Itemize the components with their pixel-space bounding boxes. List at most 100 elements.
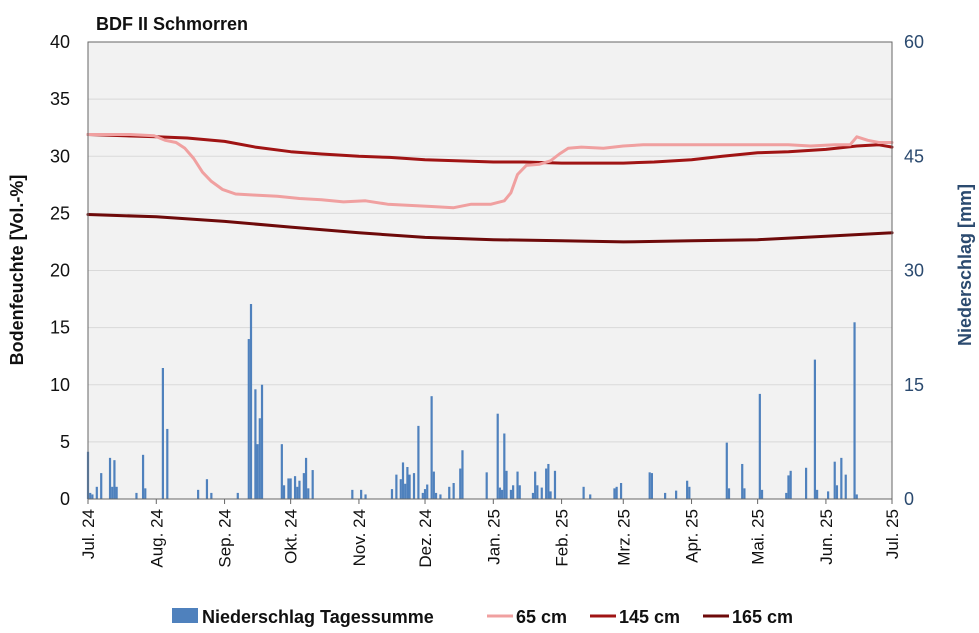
precipitation-bar <box>789 470 792 499</box>
y-axis-right-label: Niederschlag [mm] <box>955 184 975 346</box>
precipitation-bar <box>293 476 297 499</box>
precipitation-bar <box>833 461 836 499</box>
precipitation-bar <box>111 486 114 499</box>
precipitation-bar <box>853 322 856 499</box>
precipitation-bar <box>589 494 592 499</box>
y-axis-left-label: Bodenfeuchte [Vol.-%] <box>7 175 27 366</box>
precipitation-bar <box>501 489 504 499</box>
y-axis-left-ticks: 0 5 10 15 20 25 30 35 40 <box>50 32 70 509</box>
precipitation-bar <box>505 470 508 499</box>
x-axis-ticks: Jul. 24 Aug. 24 Sep. 24 Okt. 24 Nov. 24 Dez. … <box>79 499 902 568</box>
precipitation-bar <box>531 492 535 499</box>
x-tick-label: Nov. 24 <box>350 509 369 566</box>
precipitation-bar <box>144 488 147 499</box>
x-tick-label: Jul. 24 <box>79 509 98 559</box>
precipitation-bar <box>100 473 103 499</box>
precipitation-bar <box>448 486 451 499</box>
precipitation-bar <box>115 486 118 499</box>
soil-moisture-lines <box>86 133 894 244</box>
precipitation-bar <box>434 492 438 499</box>
precipitation-bar <box>256 444 259 499</box>
grid-lines <box>88 98 892 443</box>
precipitation-bar <box>280 444 283 499</box>
legend-label-precipitation: Niederschlag Tagessumme <box>202 607 434 627</box>
legend-label-145cm: 145 cm <box>619 607 680 627</box>
x-tick-label: Jan. 25 <box>484 509 503 565</box>
precipitation-bar <box>816 489 819 499</box>
precipitation-bar <box>426 484 429 499</box>
precipitation-bar <box>302 473 305 499</box>
precipitation-bar <box>758 393 761 499</box>
precipitation-bar <box>289 478 292 499</box>
plot-frame <box>87 41 893 500</box>
x-tick-label: Jun. 25 <box>817 509 836 565</box>
precipitation-bar <box>236 492 239 499</box>
precipitation-bar <box>485 472 488 499</box>
precipitation-bar <box>210 492 213 499</box>
precipitation-bar <box>686 480 689 499</box>
precipitation-bar <box>787 475 790 499</box>
precipitation-bar <box>205 479 209 499</box>
precipitation-bar <box>813 359 817 499</box>
precipitation-bar <box>91 494 94 499</box>
precipitation-bar <box>650 473 654 499</box>
series-line-65cm <box>86 133 894 210</box>
precipitation-bar <box>545 468 548 499</box>
precipitation-bar <box>307 488 310 499</box>
precipitation-bar <box>512 485 515 499</box>
precipitation-bars <box>86 304 858 499</box>
precipitation-bar <box>553 470 557 499</box>
y-left-tick-label: 15 <box>50 318 70 338</box>
y-left-tick-label: 5 <box>60 432 70 452</box>
precipitation-bar <box>395 474 398 499</box>
precipitation-bar <box>503 433 506 499</box>
x-tick-label: Aug. 24 <box>147 509 166 568</box>
y-left-tick-label: 30 <box>50 146 70 166</box>
y-right-tick-label: 30 <box>904 261 924 281</box>
precipitation-bar <box>804 467 808 499</box>
precipitation-bar <box>725 442 728 499</box>
precipitation-bar <box>549 491 552 499</box>
precipitation-bar <box>496 413 499 499</box>
y-left-tick-label: 0 <box>60 489 70 509</box>
precipitation-bar <box>534 471 537 499</box>
precipitation-bar <box>760 489 764 499</box>
precipitation-bar <box>432 471 435 499</box>
precipitation-bar <box>518 485 521 499</box>
precipitation-bar <box>364 494 367 499</box>
chart-title: BDF II Schmorren <box>96 14 248 34</box>
precipitation-bar <box>741 463 744 499</box>
precipitation-bar <box>613 488 616 499</box>
precipitation-bar <box>390 489 394 499</box>
y-axis-right-ticks: 0 15 30 45 60 <box>904 32 924 509</box>
precipitation-bar <box>108 457 112 499</box>
precipitation-bar <box>827 491 830 499</box>
precipitation-bar <box>296 486 299 499</box>
precipitation-bar <box>835 485 839 499</box>
precipitation-bar <box>406 467 409 499</box>
x-tick-label: Apr. 25 <box>683 509 702 563</box>
precipitation-bar <box>249 304 253 499</box>
precipitation-bar <box>360 489 363 499</box>
y-right-tick-label: 45 <box>904 146 924 166</box>
precipitation-bar <box>161 367 164 499</box>
precipitation-bar <box>351 489 354 499</box>
precipitation-bar <box>247 339 250 499</box>
legend: Niederschlag Tagessumme 65 cm 145 cm 165… <box>172 607 793 627</box>
precipitation-bar <box>855 494 858 499</box>
x-tick-label: Feb. 25 <box>553 509 572 567</box>
precipitation-bar <box>421 492 424 499</box>
y-left-tick-label: 25 <box>50 203 70 223</box>
precipitation-bar <box>516 471 519 499</box>
legend-label-165cm: 165 cm <box>732 607 793 627</box>
x-tick-label: Sep. 24 <box>216 509 235 568</box>
precipitation-bar <box>282 485 286 499</box>
precipitation-bar <box>743 488 746 499</box>
precipitation-bar <box>439 494 442 499</box>
precipitation-bar <box>461 450 464 499</box>
precipitation-bar <box>727 488 731 499</box>
precipitation-bar <box>399 479 402 499</box>
precipitation-bar <box>141 454 145 499</box>
precipitation-bar <box>423 489 427 499</box>
